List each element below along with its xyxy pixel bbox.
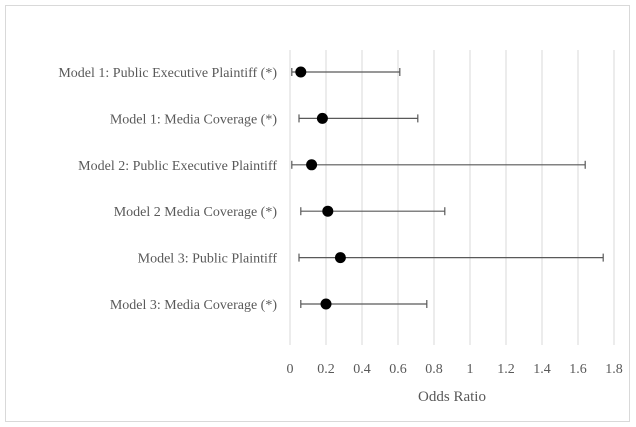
category-label: Model 2: Public Executive Plaintiff: [78, 159, 277, 174]
x-tick-label: 1: [467, 362, 474, 377]
data-point: [320, 298, 332, 310]
x-axis-title: Odds Ratio: [418, 389, 486, 405]
x-tick-label: 0: [287, 362, 294, 377]
category-label: Model 1: Media Coverage (*): [110, 112, 278, 127]
category-label: Model 2 Media Coverage (*): [114, 205, 278, 220]
category-label: Model 1: Public Executive Plaintiff (*): [58, 66, 277, 81]
data-marks: [291, 66, 604, 310]
gridlines: [289, 50, 615, 345]
data-point: [334, 252, 346, 264]
category-label: Model 3: Media Coverage (*): [110, 298, 278, 313]
x-tick-label: 0.8: [425, 362, 443, 377]
chart-frame: [5, 5, 630, 422]
x-tick-label: 1.4: [533, 362, 551, 377]
x-tick-label: 0.2: [317, 362, 335, 377]
category-labels: Model 1: Public Executive Plaintiff (*) M…: [58, 66, 277, 313]
x-tick-label: 0.6: [389, 362, 407, 377]
data-point: [316, 112, 328, 124]
x-tick-label: 1.6: [569, 362, 587, 377]
data-point: [295, 66, 307, 78]
x-tick-labels: 0 0.2 0.4 0.6 0.8 1 1.2 1.4 1.6 1.8: [287, 362, 623, 377]
x-tick-label: 0.4: [353, 362, 371, 377]
category-label: Model 3: Public Plaintiff: [138, 252, 278, 267]
data-point: [322, 205, 334, 217]
x-tick-label: 1.2: [497, 362, 515, 377]
data-point: [306, 159, 318, 171]
x-tick-label: 1.8: [605, 362, 623, 377]
